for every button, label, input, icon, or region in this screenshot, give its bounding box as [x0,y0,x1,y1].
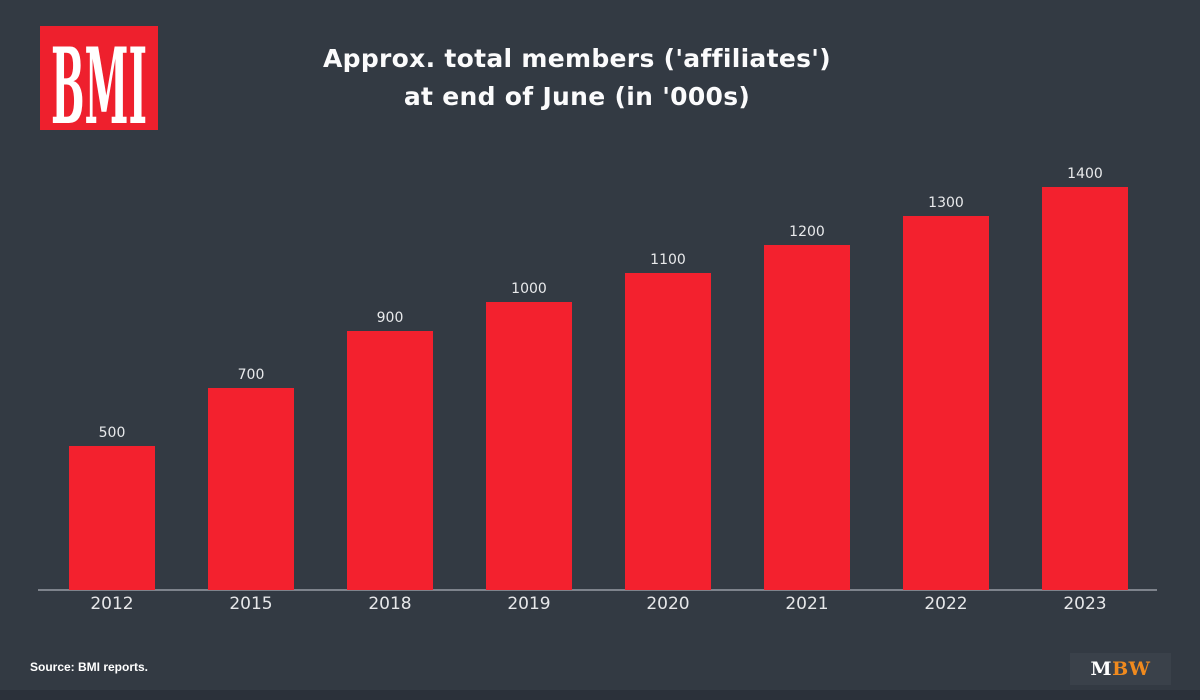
bar-2021 [764,245,850,590]
x-tick-label-2012: 2012 [90,594,134,614]
bar-2019 [486,302,572,590]
x-axis-line [38,589,1157,591]
bar-2020 [625,273,711,590]
bar-value-label-2021: 1200 [789,224,825,240]
source-note: Source: BMI reports. [30,660,149,674]
chart-title-line1: Approx. total members ('affiliates') [323,44,831,73]
bar-value-label-2023: 1400 [1067,166,1103,182]
bar-value-label-2020: 1100 [650,252,686,268]
mbw-logo: MBW [1070,653,1171,685]
bar-value-label-2019: 1000 [511,281,547,297]
mbw-letter-m: M [1090,658,1113,680]
bmi-logo: BMI [40,24,158,148]
bar-value-label-2018: 900 [376,310,404,326]
chart-title: Approx. total members ('affiliates') at … [0,40,1154,116]
chart-title-line2: at end of June (in '000s) [403,82,751,111]
bar-2018 [347,331,433,590]
bmi-logo-icon: BMI [51,24,147,148]
bar-value-label-2015: 700 [237,367,265,383]
bmi-logo-text: BMI [51,26,147,130]
x-tick-label-2018: 2018 [368,594,412,614]
bar-value-label-2022: 1300 [928,195,964,211]
x-tick-label-2022: 2022 [924,594,968,614]
bar-value-label-2012: 500 [98,425,126,441]
mbw-letters-bw: BW [1112,658,1151,680]
bottom-accent-bar [0,690,1200,700]
x-tick-label-2020: 2020 [646,594,690,614]
mbw-logo-text: MBW [1091,658,1151,680]
bar-2015 [208,388,294,590]
x-tick-label-2023: 2023 [1063,594,1107,614]
x-tick-label-2019: 2019 [507,594,551,614]
x-tick-label-2015: 2015 [229,594,273,614]
bar-2012 [69,446,155,590]
x-tick-label-2021: 2021 [785,594,829,614]
bar-2023 [1042,187,1128,590]
bar-2022 [903,216,989,590]
